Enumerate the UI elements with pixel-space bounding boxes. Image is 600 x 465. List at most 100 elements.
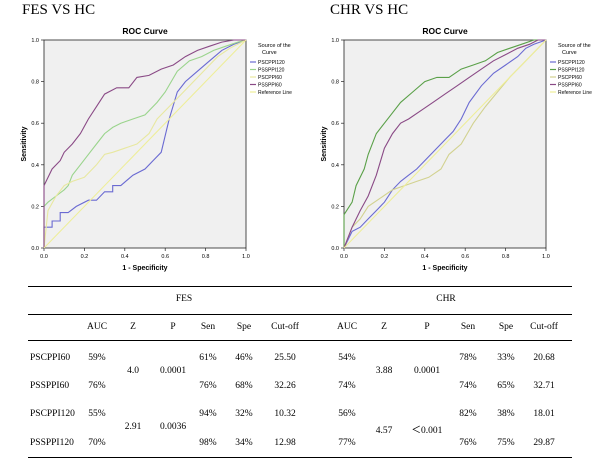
table-top-rule — [28, 286, 572, 287]
x-axis-label: 1 - Specificity — [422, 265, 467, 272]
y-tick-label: 1.0 — [31, 38, 39, 44]
legend-entry: PSSPPI60 — [558, 83, 582, 89]
table-cell: 82% — [459, 409, 477, 419]
column-header: Cut-off — [530, 322, 558, 332]
table-cell: 55% — [88, 409, 106, 419]
table-cell: 32% — [235, 409, 253, 419]
legend-entry: PSSPPI120 — [558, 68, 585, 74]
roc-curve-reference-line — [43, 39, 247, 249]
column-header: Sen — [200, 322, 216, 332]
x-tick-label: 1.0 — [242, 254, 250, 260]
table-cell: 4.0 — [127, 366, 139, 376]
table-cell: 38% — [497, 409, 515, 419]
x-tick-label: 0.6 — [461, 254, 469, 260]
table-cell: 74% — [459, 381, 477, 391]
roc-curve-reference-line — [343, 39, 547, 249]
roc-chart-fes: ROC Curve 0.0 0.2 0.4 0.6 0.8 1.0 0.0 0.2 0.4 0.6 0… — [21, 26, 292, 272]
table-cell: 34% — [235, 438, 253, 448]
x-tick-label: 0.0 — [40, 254, 48, 260]
roc-curve-pscppi120 — [43, 39, 247, 248]
column-header: P — [424, 322, 430, 332]
legend-entry: Reference Line — [558, 90, 592, 96]
y-tick-label: 0.2 — [331, 204, 339, 210]
y-axis-label: Sensitivity — [21, 126, 28, 161]
table-cell: 75% — [497, 438, 515, 448]
column-header: Spe — [498, 322, 514, 332]
table-cell: 18.01 — [533, 409, 555, 419]
table-cell: 78% — [459, 353, 477, 363]
y-tick-label: 0.6 — [31, 121, 39, 127]
legend-title: Curve — [262, 50, 277, 56]
roc-curve-pssppi60 — [43, 39, 246, 248]
legend-entry: PSCPPI120 — [558, 60, 585, 66]
group-header-chr: CHR — [436, 294, 456, 304]
table-cell: 32.71 — [533, 381, 555, 391]
x-tick-label: 0.2 — [81, 254, 89, 260]
table-cell: 3.88 — [375, 366, 393, 376]
legend-title: Source of the — [558, 43, 591, 49]
table-cell: 29.87 — [533, 438, 555, 448]
table-cell: 98% — [199, 438, 217, 448]
legend-title: Curve — [562, 50, 577, 56]
table-cell: 32.26 — [274, 381, 296, 391]
y-tick-label: 0.8 — [331, 80, 339, 86]
left-chart-heading: FES VS HC — [22, 2, 96, 18]
y-tick-label: 0.4 — [31, 163, 39, 169]
legend-entry: Reference Line — [258, 90, 292, 96]
table-cell: 76% — [88, 381, 106, 391]
chart-title: ROC Curve — [422, 26, 468, 36]
table-cell: ＜0.001 — [411, 426, 443, 436]
column-header: Cut-off — [271, 322, 299, 332]
table-cell: 59% — [88, 353, 106, 363]
table-cell: 56% — [338, 409, 356, 419]
group-header-rule — [28, 314, 572, 315]
column-header: Z — [381, 322, 387, 332]
y-tick-label: 1.0 — [331, 38, 339, 44]
table-cell: 94% — [199, 409, 217, 419]
group-header-fes: FES — [175, 294, 193, 304]
row-label: PSSPPI60 — [30, 381, 70, 391]
x-tick-label: 0.4 — [421, 254, 429, 260]
column-header: P — [170, 322, 176, 332]
table-cell: 12.98 — [274, 438, 296, 448]
y-tick-label: 0.8 — [31, 80, 39, 86]
x-tick-label: 0.8 — [202, 254, 210, 260]
x-tick-label: 0.8 — [502, 254, 510, 260]
chart-title: ROC Curve — [122, 26, 168, 36]
x-tick-label: 0.6 — [161, 254, 169, 260]
table-bottom-rule — [28, 457, 572, 458]
column-header: AUC — [336, 322, 358, 332]
table-cell: 0.0001 — [159, 366, 187, 376]
table-cell: 10.32 — [274, 409, 296, 419]
table-cell: 0.0036 — [159, 422, 187, 432]
table-cell: 20.68 — [533, 353, 555, 363]
x-tick-label: 1.0 — [542, 254, 550, 260]
right-chart-heading: CHR VS HC — [330, 2, 409, 18]
roc-curve-pssppi120 — [343, 39, 546, 248]
table-cell: 54% — [338, 353, 356, 363]
row-label: PSSPPI120 — [30, 438, 74, 448]
table-cell: 76% — [459, 438, 477, 448]
table-cell: 25.50 — [274, 353, 296, 363]
y-tick-label: 0.2 — [31, 204, 39, 210]
column-header: Z — [130, 322, 136, 332]
y-tick-label: 0.4 — [331, 163, 339, 169]
legend-title: Source of the — [258, 43, 291, 49]
x-tick-label: 0.2 — [381, 254, 389, 260]
table-cell: 33% — [497, 353, 515, 363]
column-header: Sen — [460, 322, 476, 332]
legend-entry: PSCPPI120 — [258, 60, 285, 66]
table-cell: 74% — [338, 381, 356, 391]
row-label: PSCPPI120 — [30, 409, 75, 419]
table-cell: 61% — [199, 353, 217, 363]
table-cell: 70% — [88, 438, 106, 448]
x-tick-label: 0.4 — [121, 254, 129, 260]
y-tick-label: 0.0 — [331, 246, 339, 252]
column-header: AUC — [86, 322, 108, 332]
table-cell: 4.57 — [375, 426, 393, 436]
legend-entry: PSSPPI120 — [258, 68, 285, 74]
roc-curve-pssppi60 — [343, 39, 546, 249]
x-tick-label: 0.0 — [340, 254, 348, 260]
legend-entry: PSCPPI60 — [258, 75, 282, 81]
roc-curve-pssppi120 — [43, 39, 247, 248]
